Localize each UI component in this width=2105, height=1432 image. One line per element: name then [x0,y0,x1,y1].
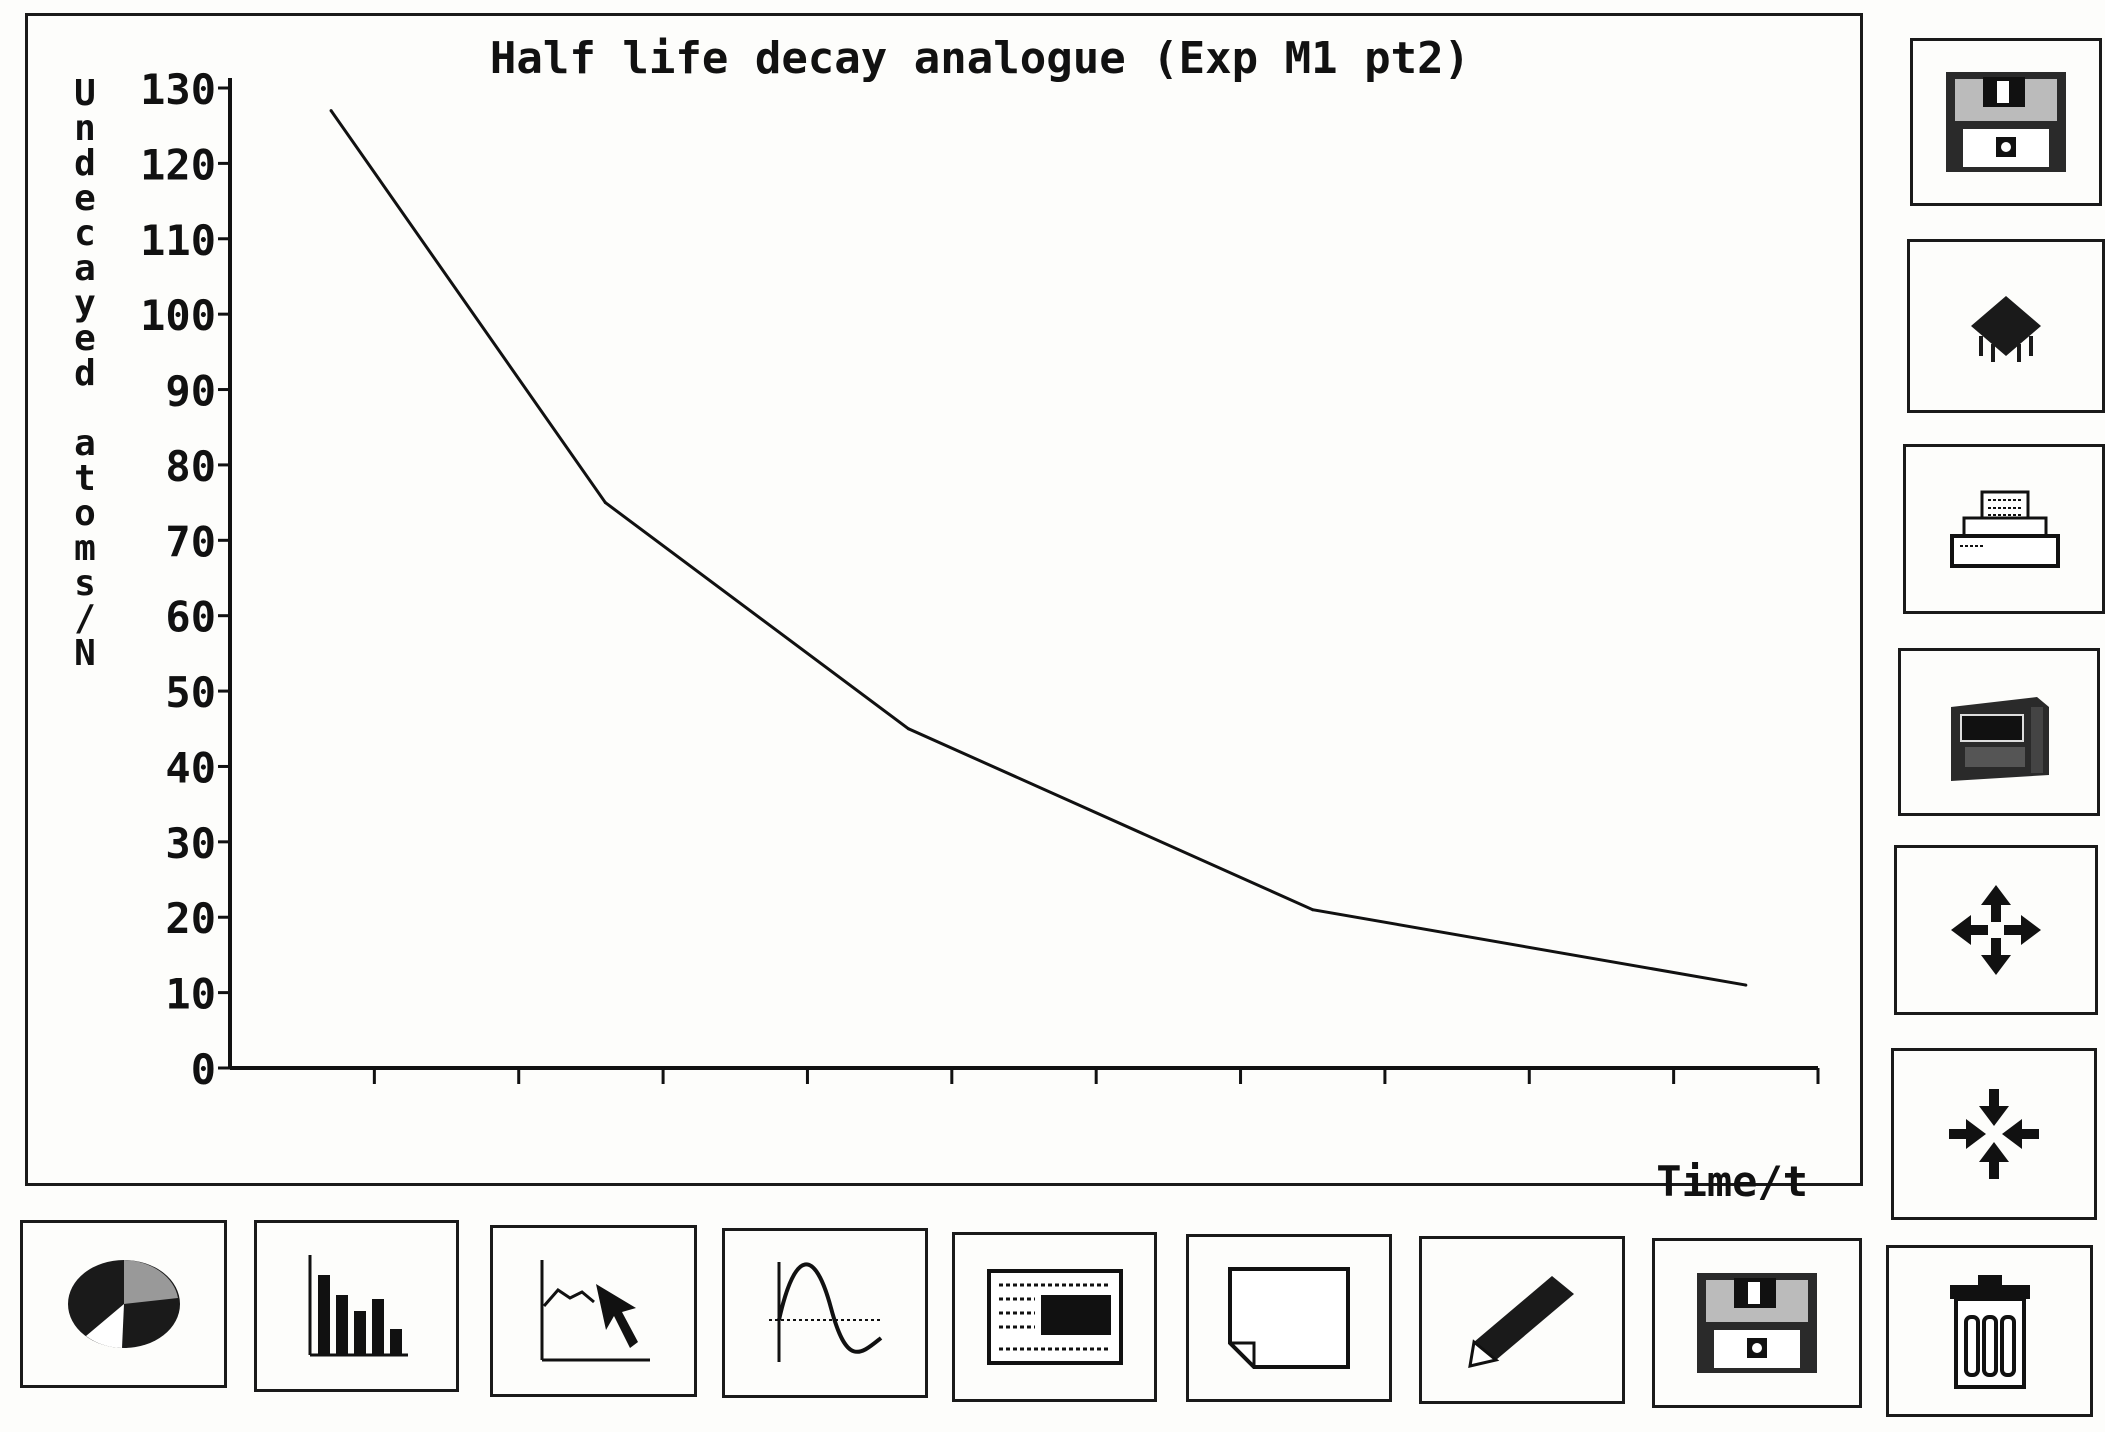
y-axis-label-char: m [74,528,96,569]
floppy-disk-save-icon [1941,67,2071,177]
data-point [1744,983,1748,987]
line-graph-button[interactable] [490,1225,697,1397]
y-axis-label-char: s [74,563,96,604]
chart-panel [25,13,1863,1186]
y-tick-label: 50 [165,668,216,717]
y-tick-label: 70 [165,517,216,566]
disk-drive-button[interactable] [1898,648,2100,816]
text-document-button[interactable] [952,1232,1157,1402]
y-tick-label: 0 [191,1045,216,1094]
data-point [907,727,911,731]
print-button[interactable] [1903,444,2105,614]
curve-graph-icon [765,1258,885,1368]
y-axis-label-char: / [74,598,96,639]
new-page-button[interactable] [1186,1234,1392,1402]
y-axis-label-char: e [74,318,96,359]
data-point [1311,908,1315,912]
text-document-icon [985,1267,1125,1367]
y-tick-label: 130 [140,65,216,114]
save-file-button[interactable] [1910,38,2102,206]
y-axis-label-char: a [74,248,96,289]
bar-chart-icon [302,1251,412,1361]
y-axis-label-char: U [74,73,96,114]
line-graph-pointer-icon [534,1256,654,1366]
x-axis-label: Time/t [1656,1157,1808,1206]
y-axis-label-char: c [74,213,96,254]
data-point [329,109,333,113]
y-axis-label-char: e [74,178,96,219]
y-tick-label: 40 [165,743,216,792]
trash-bin-icon [1940,1271,2040,1391]
y-axis-label-char: t [74,458,96,499]
move-arrows-inward-icon [1944,1084,2044,1184]
y-axis-label-char: d [74,143,96,184]
move-out-button[interactable] [1894,845,2098,1015]
pie-chart-button[interactable] [20,1220,227,1388]
y-tick-label: 60 [165,593,216,642]
data-point [603,501,607,505]
trash-button[interactable] [1886,1245,2093,1417]
y-tick-label: 90 [165,367,216,416]
y-axis-label-char: y [74,283,96,324]
blank-page-icon [1224,1263,1354,1373]
y-tick-label: 10 [165,970,216,1019]
y-axis-label-char: d [74,353,96,394]
y-axis-label-char: o [74,493,96,534]
y-tick-label: 100 [140,291,216,340]
disk-drive-icon [1939,677,2059,787]
y-tick-label: 30 [165,819,216,868]
pencil-button[interactable] [1419,1236,1625,1404]
y-tick-label: 110 [140,216,216,265]
bar-chart-button[interactable] [254,1220,459,1392]
chart-title: Half life decay analogue (Exp M1 pt2) [490,33,1470,84]
move-arrows-outward-icon [1946,880,2046,980]
y-tick-label: 80 [165,442,216,491]
y-tick-label: 20 [165,894,216,943]
chip-button[interactable] [1907,239,2105,413]
y-tick-label: 120 [140,140,216,189]
y-axis-label-char: n [74,108,96,149]
load-file-button[interactable] [1652,1238,1862,1408]
chip-icon [1961,286,2051,366]
y-axis-label-char: N [74,633,96,674]
pie-chart-icon [64,1254,184,1354]
pencil-icon [1462,1270,1582,1370]
printer-icon [1944,484,2064,574]
floppy-disk-load-icon [1692,1268,1822,1378]
y-axis-label-char: a [74,423,96,464]
move-in-button[interactable] [1891,1048,2097,1220]
series-line [329,109,1747,987]
curve-graph-button[interactable] [722,1228,928,1398]
